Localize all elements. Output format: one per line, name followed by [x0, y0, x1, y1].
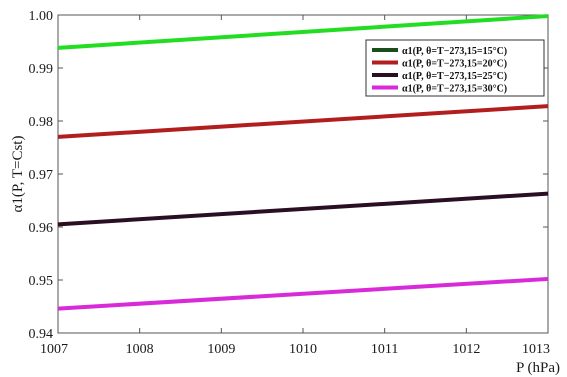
y-tick-label: 0.97: [29, 168, 54, 183]
y-tick-label: 0.95: [29, 274, 54, 289]
axis-ticks: 1007 1008 1009 1010 1011 1012 1013 0.94 0.95 0.96…: [29, 9, 551, 357]
x-tick-label: 1012: [452, 342, 480, 357]
y-axis-title: α1(P, T=Cst): [10, 136, 26, 213]
series-line: [57, 14, 549, 50]
series-line: [57, 191, 549, 227]
x-tick-label: 1009: [207, 342, 235, 357]
x-axis-title: P (hPa): [516, 360, 560, 376]
x-tick-label: 1011: [371, 342, 398, 357]
legend-label: α1(P, θ=T−273,15=25°C): [402, 71, 507, 82]
y-tick-label: 0.94: [29, 327, 54, 342]
x-tick-label: 1008: [126, 342, 154, 357]
x-tick-label: 1010: [289, 342, 317, 357]
series-line: [57, 276, 549, 311]
x-tick-label: 1007: [40, 342, 68, 357]
legend: α1(P, θ=T−273,15=15°C) α1(P, θ=T−273,15=2…: [365, 39, 545, 97]
legend-label: α1(P, θ=T−273,15=20°C): [402, 59, 507, 70]
legend-label: α1(P, θ=T−273,15=15°C): [402, 46, 507, 57]
x-tick-label: 1013: [522, 342, 550, 357]
y-tick-label: 0.96: [29, 221, 54, 236]
legend-items: α1(P, θ=T−273,15=15°C) α1(P, θ=T−273,15=2…: [372, 46, 507, 95]
y-tick-label: 0.98: [29, 115, 54, 130]
series-line: [57, 104, 549, 139]
series-lines: [57, 14, 549, 311]
legend-label: α1(P, θ=T−273,15=30°C): [402, 84, 507, 95]
y-tick-label: 0.99: [29, 62, 54, 77]
y-tick-label: 1.00: [29, 9, 54, 24]
